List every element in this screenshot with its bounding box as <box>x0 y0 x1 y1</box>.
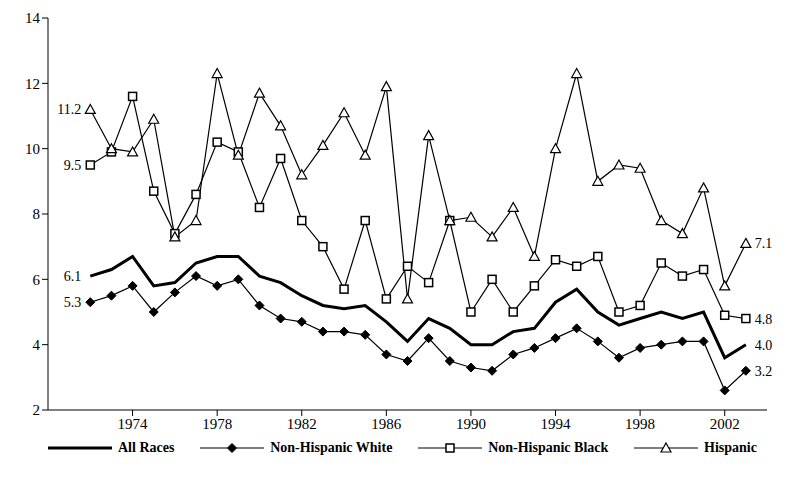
svg-text:11.2: 11.2 <box>57 102 81 117</box>
svg-text:14: 14 <box>25 10 41 26</box>
svg-text:1990: 1990 <box>456 416 486 432</box>
svg-text:1994: 1994 <box>541 416 572 432</box>
html-text:Hispanic: Hispanic <box>704 440 757 455</box>
svg-text:1982: 1982 <box>287 416 317 432</box>
svg-text:1974: 1974 <box>118 416 149 432</box>
svg-text:6.1: 6.1 <box>64 269 82 284</box>
svg-text:2: 2 <box>33 402 41 418</box>
svg-text:5.3: 5.3 <box>64 295 82 310</box>
svg-text:9.5: 9.5 <box>64 158 82 173</box>
svg-text:1986: 1986 <box>371 416 402 432</box>
svg-text:2002: 2002 <box>710 416 740 432</box>
svg-text:1978: 1978 <box>202 416 232 432</box>
svg-text:8: 8 <box>33 206 41 222</box>
html-text:Non-Hispanic Black: Non-Hispanic Black <box>488 440 609 455</box>
svg-text:4: 4 <box>33 337 41 353</box>
svg-text:7.1: 7.1 <box>755 236 773 251</box>
svg-text:10: 10 <box>25 141 40 157</box>
svg-text:6: 6 <box>33 272 41 288</box>
svg-text:4.0: 4.0 <box>755 338 773 353</box>
svg-text:1998: 1998 <box>625 416 655 432</box>
svg-text:4.8: 4.8 <box>755 312 773 327</box>
svg-text:3.2: 3.2 <box>755 364 773 379</box>
svg-text:12: 12 <box>25 76 40 92</box>
html-text:All Races: All Races <box>118 440 175 455</box>
html-text:Non-Hispanic White: Non-Hispanic White <box>270 440 393 455</box>
